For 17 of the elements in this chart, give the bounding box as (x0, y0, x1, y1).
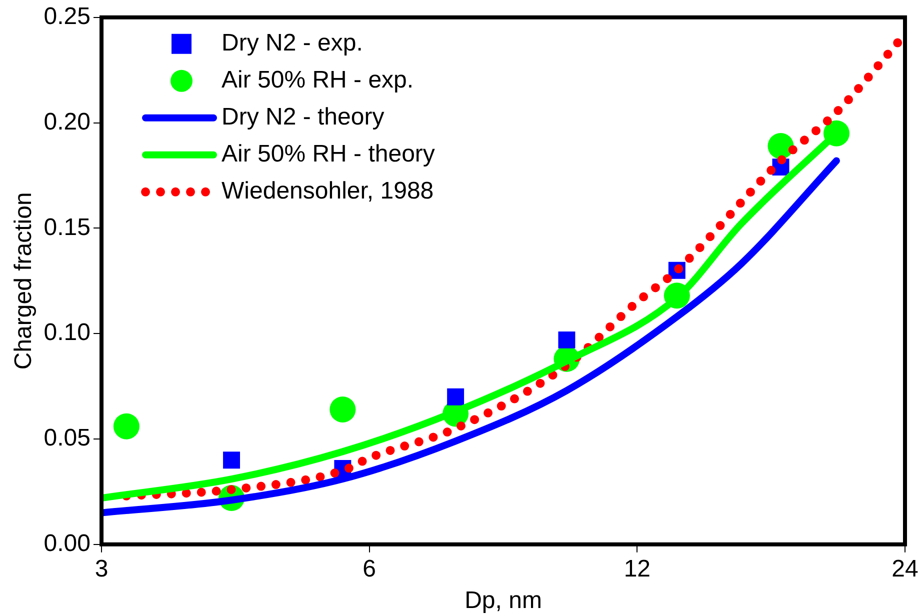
y-tick-label: 0.20 (44, 108, 91, 136)
y-tick-label: 0.05 (44, 424, 91, 452)
x-tick-label: 3 (94, 555, 108, 582)
legend-label: Air 50% RH - exp. (222, 66, 414, 94)
y-tick-label: 0.10 (44, 319, 91, 346)
x-axis-title: Dp, nm (464, 587, 542, 614)
legend-label: Dry N2 - exp. (222, 30, 363, 57)
x-tick-label: 12 (624, 555, 651, 582)
y-tick-label: 0.15 (44, 214, 91, 241)
y-axis-title: Charged fraction (10, 192, 38, 370)
y-tick-label: 0.00 (44, 530, 91, 558)
legend-label: Wiedensohler, 1988 (222, 178, 434, 205)
x-tick-label: 6 (362, 555, 376, 582)
y-tick-label: 0.25 (44, 3, 91, 30)
legend-label: Dry N2 - theory (222, 104, 384, 131)
legend-label: Air 50% RH - theory (222, 140, 435, 168)
x-tick-label: 24 (892, 555, 918, 582)
